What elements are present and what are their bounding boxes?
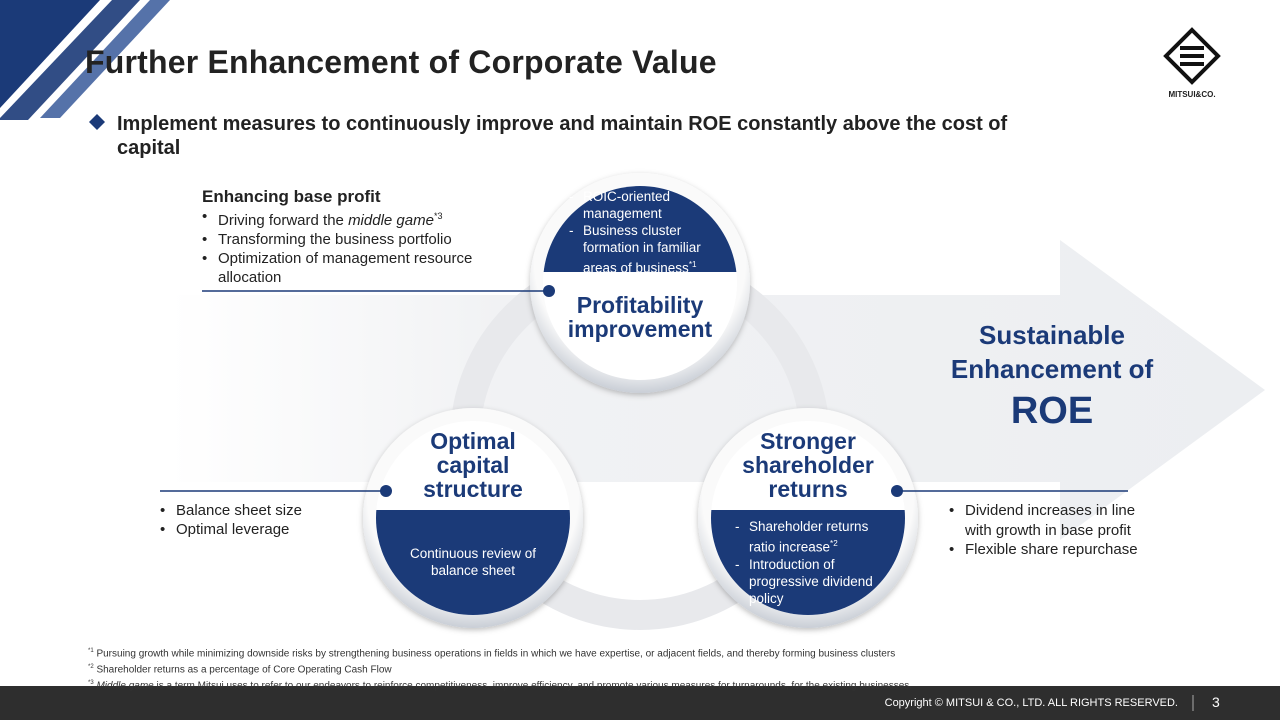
text: structure xyxy=(423,476,523,502)
note: *2 xyxy=(830,539,838,548)
list-item: Dividend increases in line with growth i… xyxy=(949,501,1139,540)
text: improvement xyxy=(567,316,713,342)
return-points: Dividend increases in line with growth i… xyxy=(949,501,1139,560)
list-item: Optimization of management resource allo… xyxy=(202,249,512,287)
note: *3 xyxy=(88,679,94,686)
text: Enhancement of xyxy=(950,354,1154,384)
text: Sustainable xyxy=(979,320,1125,350)
text: Driving forward the xyxy=(218,212,344,229)
lead: Implement measures to continuously impro… xyxy=(117,113,1008,159)
capital-points: Balance sheet size Optimal leverage xyxy=(160,501,360,539)
text: Pursuing growth while minimizing downsid… xyxy=(96,648,896,660)
list-item: ROIC-oriented management xyxy=(567,188,732,222)
text: Profitability xyxy=(576,292,704,318)
text: ROE xyxy=(1010,390,1094,432)
text: Business cluster formation in familiar a… xyxy=(583,223,701,276)
goal: Sustainable Enhancement of ROE xyxy=(922,318,1182,436)
list-item: Business cluster formation in familiar a… xyxy=(567,222,732,277)
circle-text: Continuous review of balance sheet xyxy=(409,546,537,578)
page-number: 3 xyxy=(1212,694,1220,710)
returns-list: Shareholder returns ratio increase*2 Int… xyxy=(733,518,898,607)
base-profit-title: Enhancing base profit xyxy=(202,187,381,206)
circle-title: Profitability improvement xyxy=(540,293,740,341)
profitability-list: ROIC-oriented management Business cluste… xyxy=(567,188,732,277)
text: Shareholder returns as a percentage of C… xyxy=(96,664,392,676)
footnote: *1 Pursuing growth while minimizing down… xyxy=(88,645,912,661)
base-profit: Enhancing base profit Driving forward th… xyxy=(202,187,512,287)
text: capital xyxy=(436,452,510,478)
circle-title: Optimal capital structure xyxy=(383,429,563,501)
text: returns xyxy=(768,476,848,502)
list-item: Shareholder returns ratio increase*2 xyxy=(733,518,898,556)
list-item: Introduction of progressive dividend pol… xyxy=(733,556,898,607)
text: Middle game xyxy=(96,679,154,691)
list-item: Balance sheet size xyxy=(160,501,360,520)
list-item: Flexible share repurchase xyxy=(949,540,1139,560)
base-profit-list: Driving forward the middle game*3 Transf… xyxy=(202,207,512,287)
text: shareholder xyxy=(742,452,874,478)
text: Optimal xyxy=(430,428,516,454)
logo-text: MITSUI&CO. xyxy=(1168,90,1216,99)
text: middle game xyxy=(348,212,434,229)
footnotes: *1 Pursuing growth while minimizing down… xyxy=(88,645,912,692)
copyright: Copyright © MITSUI & CO., LTD. ALL RIGHT… xyxy=(884,697,1178,709)
circle-title: Stronger shareholder returns xyxy=(718,429,898,501)
footnote: *2 Shareholder returns as a percentage o… xyxy=(88,661,912,677)
list-item: Transforming the business portfolio xyxy=(202,230,512,249)
text: is a term Mitsui uses to refer to our en… xyxy=(156,679,913,691)
note: *2 xyxy=(88,663,94,670)
footnote: *3 Middle game is a term Mitsui uses to … xyxy=(88,677,912,693)
text: Stronger xyxy=(760,428,856,454)
slide-title: Further Enhancement of Corporate Value xyxy=(85,44,717,80)
list-item: Optimal leverage xyxy=(160,520,360,539)
text: Shareholder returns ratio increase xyxy=(749,519,869,555)
note: *1 xyxy=(688,260,697,269)
list-item: Driving forward the middle game*3 xyxy=(202,207,512,230)
note: *3 xyxy=(433,211,443,221)
note: *1 xyxy=(88,648,94,654)
